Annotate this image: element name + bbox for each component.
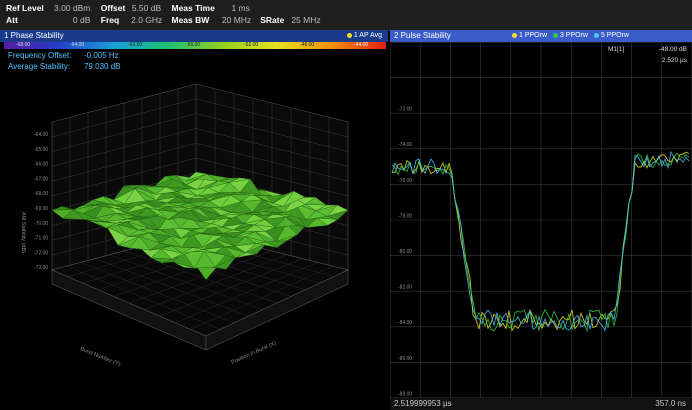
marker-name: M1[1]: [608, 46, 624, 53]
legend-dot-icon: [593, 32, 599, 38]
stability-surface: [51, 171, 349, 281]
pulse-stability-plot[interactable]: -72.00 -74.00 -76.00 -78.00 -80.00 -82.00 -84.…: [390, 42, 692, 398]
grid-line: [190, 266, 333, 330]
pulse-trace: [391, 150, 690, 332]
legend-dot-icon: [552, 32, 558, 38]
panel1-legend: 1 AP Avg: [346, 30, 382, 42]
colorbar-label: -52.00: [244, 42, 259, 48]
x-axis-label: Burst Number (Y): [79, 346, 121, 368]
average-stability-line: Average Stability: 79.030 dB: [8, 62, 120, 71]
frequency-offset-line: Frequency Offset: -0.005 Hz: [8, 51, 119, 60]
legend-label: 3 PPOrw: [559, 32, 588, 39]
marker-position: 2.520 µs: [662, 57, 688, 64]
colorbar-label: -48.00: [300, 42, 315, 48]
att-key: Att: [6, 15, 18, 25]
average-stability-label: Average Stability:: [8, 62, 71, 71]
freq-value[interactable]: 2.0 GHz: [131, 15, 163, 25]
colorbar-label: -56.00: [186, 42, 201, 48]
z-tick-label: -67.00: [34, 176, 48, 182]
y-tick-label: -72.00: [398, 107, 412, 113]
surface-facet: [185, 171, 207, 181]
z-tick-label: -71.00: [34, 236, 48, 242]
settings-row-1: Ref Level 3.00 dBm Offset 5.50 dB Meas T…: [6, 3, 258, 17]
colorbar-label: -60.00: [128, 42, 143, 48]
grid-line: [159, 258, 303, 317]
grid-line: [123, 250, 278, 304]
x-end-label: 357.0 ns: [655, 399, 686, 408]
z-axis-ticks: -64.00 -65.00 -66.00 -67.00 -68.00 -69.00 -70.…: [34, 132, 48, 271]
offset-key: Offset: [100, 3, 126, 13]
att-value[interactable]: 0 dB: [72, 15, 91, 25]
ref-level-key: Ref Level: [6, 3, 44, 13]
z-tick-label: -66.00: [34, 162, 48, 168]
pulse-y-ticks: -72.00 -74.00 -76.00 -78.00 -80.00 -82.00 -84.…: [398, 107, 412, 398]
y-axis-label: Position in Burst (X): [230, 341, 277, 366]
meas-bw-key: Meas BW: [171, 15, 210, 25]
y-tick-label: -86.00: [398, 356, 412, 362]
legend-label: 5 PPOrw: [600, 32, 629, 39]
meas-time-key: Meas Time: [171, 3, 215, 13]
srate-key: SRate: [260, 15, 285, 25]
panel2-legends: 1 PPOrw 3 PPOrw 5 PPOrw: [512, 30, 629, 42]
settings-row-2: Att 0 dB Freq 2.0 GHz Meas BW 20 MHz SRa…: [6, 15, 329, 29]
legend-dot-icon: [512, 32, 517, 38]
y-tick-label: -84.00: [398, 320, 412, 326]
z-axis-label: AM Stability (dB): [20, 212, 26, 253]
z-tick-label: -69.00: [34, 206, 48, 212]
marker-value: -48.00 dB: [659, 46, 687, 53]
y-tick-label: -88.00: [398, 391, 412, 397]
average-stability-value: 79.030 dB: [84, 62, 121, 71]
y-tick-label: -74.00: [398, 142, 412, 148]
panel1-legend-label: 1 AP Avg: [353, 32, 382, 39]
meas-time-value[interactable]: 1 ms: [231, 3, 250, 13]
srate-value[interactable]: 25 MHz: [291, 15, 321, 25]
z-tick-label: -68.00: [34, 191, 48, 197]
freq-key: Freq: [100, 15, 120, 25]
colorbar-label: -44.00: [354, 42, 369, 48]
frequency-offset-label: Frequency Offset:: [8, 51, 72, 60]
y-tick-label: -76.00: [398, 178, 412, 184]
panel1-title: 1 Phase Stability: [4, 31, 64, 40]
pulse-trace: [391, 152, 690, 333]
y-tick-label: -80.00: [398, 249, 412, 255]
offset-value[interactable]: 5.50 dB: [131, 3, 162, 13]
colorbar-label: -64.00: [70, 42, 85, 48]
z-tick-label: -64.00: [34, 132, 48, 138]
z-tick-label: -73.00: [34, 265, 48, 271]
color-scale-bar: [4, 42, 386, 49]
frequency-offset-value: -0.005 Hz: [84, 51, 119, 60]
panel1-legend-dot-icon: [346, 32, 352, 38]
meas-bw-value[interactable]: 20 MHz: [221, 15, 252, 25]
settings-header: Ref Level 3.00 dBm Offset 5.50 dB Meas T…: [0, 0, 692, 31]
z-tick-label: -65.00: [34, 147, 48, 153]
grid-line: [144, 254, 288, 310]
x-start-label: 2.519999953 µs: [394, 399, 452, 408]
pulse-x-axis-bar: 2.519999953 µs 357.0 ns: [390, 398, 692, 410]
phase-stability-3d-plot[interactable]: -64.00 -65.00 -66.00 -67.00 -68.00 -69.00 -70.…: [0, 74, 388, 396]
grid-line: [175, 262, 318, 323]
pulse-traces: [391, 150, 690, 333]
legend-label: 1 PPOrw: [519, 32, 548, 39]
ref-level-value[interactable]: 3.00 dBm: [53, 3, 91, 13]
z-tick-label: -70.00: [34, 221, 48, 227]
panel2-title: 2 Pulse Stability: [394, 31, 451, 40]
y-tick-label: -82.00: [398, 285, 412, 291]
panel1-title-bar[interactable]: 1 Phase Stability 1 AP Avg: [0, 30, 388, 42]
z-tick-label: -72.00: [34, 250, 48, 256]
panel2-title-bar[interactable]: 2 Pulse Stability 1 PPOrw 3 PPOrw 5 PPOr…: [390, 30, 692, 42]
y-tick-label: -78.00: [398, 213, 412, 219]
colorbar-label: -68.00: [16, 42, 31, 48]
